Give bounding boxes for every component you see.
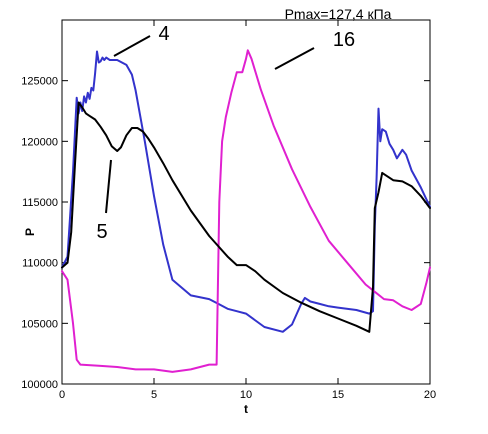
x-tick-label: 10 bbox=[240, 389, 252, 401]
series-group bbox=[61, 49, 431, 373]
series-line-16 bbox=[61, 49, 431, 373]
annotation-16-label: 16 bbox=[333, 29, 355, 51]
annotation-5: 5 bbox=[96, 159, 112, 243]
y-tick-label: 105000 bbox=[21, 318, 58, 330]
annotation-16-leader bbox=[274, 47, 315, 70]
annotation-4-label: 4 bbox=[158, 23, 169, 45]
y-tick-label: 120000 bbox=[21, 136, 58, 148]
y-tick-label: 100000 bbox=[21, 379, 58, 391]
x-tick-label: 0 bbox=[59, 389, 65, 401]
annotation-5-label: 5 bbox=[96, 221, 107, 243]
y-axis-label: P bbox=[23, 228, 37, 236]
annotation-5-leader bbox=[105, 159, 112, 214]
annotation-4: 4 bbox=[113, 23, 170, 57]
series-line-5 bbox=[61, 101, 431, 333]
series-line-4 bbox=[61, 50, 431, 333]
x-tick-label: 5 bbox=[151, 389, 157, 401]
y-tick-label: 115000 bbox=[22, 197, 58, 209]
x-tick-label: 20 bbox=[424, 389, 436, 401]
annotation-4-leader bbox=[113, 35, 151, 57]
chart-title: Pmax=127,4 кПа bbox=[285, 6, 392, 22]
x-tick-label: 15 bbox=[332, 389, 344, 401]
annotation-16: 16 bbox=[274, 29, 355, 70]
x-axis: 0 5 10 15 20 bbox=[59, 20, 436, 401]
x-axis-label: t bbox=[244, 402, 248, 416]
y-tick-label: 110000 bbox=[22, 258, 58, 270]
y-tick-label: 125000 bbox=[21, 76, 58, 88]
y-axis: 100000 105000 110000 115000 120000 125000 bbox=[21, 76, 430, 391]
